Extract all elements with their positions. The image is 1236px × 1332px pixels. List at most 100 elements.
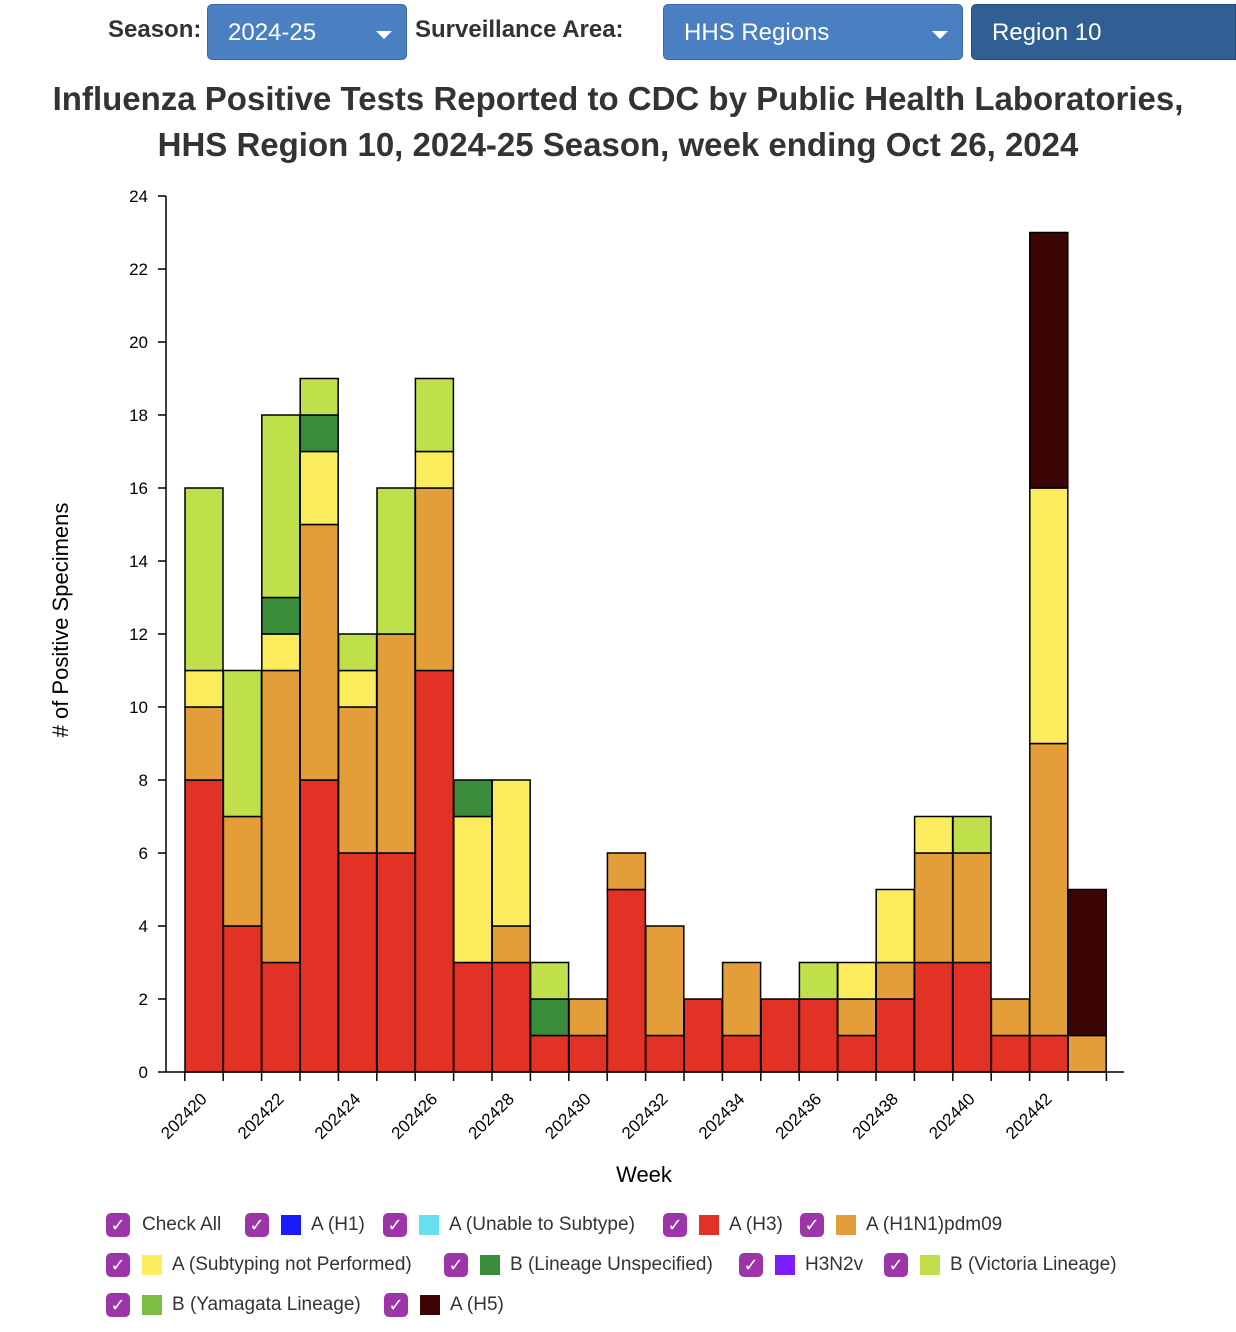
legend-item-a-h5[interactable]: ✓ A (H5) bbox=[384, 1290, 504, 1320]
bar-segment bbox=[529, 1034, 570, 1073]
bar-segment bbox=[491, 961, 531, 1073]
legend-label: A (H1N1)pdm09 bbox=[866, 1214, 1003, 1235]
checkbox-checked-icon[interactable]: ✓ bbox=[884, 1253, 908, 1277]
bar-segment bbox=[837, 1034, 877, 1073]
bar-segment bbox=[414, 377, 455, 453]
legend-label: A (Unable to Subtype) bbox=[449, 1214, 635, 1235]
bar-segment bbox=[453, 815, 493, 964]
bar-segment bbox=[952, 815, 992, 854]
legend-label: Check All bbox=[142, 1214, 222, 1235]
bar-segment bbox=[721, 1034, 762, 1073]
bar-segment bbox=[299, 523, 339, 781]
bar-segment bbox=[491, 779, 531, 927]
bar-segment bbox=[337, 706, 378, 854]
bar-segment bbox=[184, 779, 224, 1073]
bar-segment bbox=[1029, 1034, 1069, 1073]
checkbox-checked-icon[interactable]: ✓ bbox=[663, 1213, 687, 1237]
bar-segment bbox=[376, 487, 416, 635]
y-tick-label: 8 bbox=[139, 771, 148, 790]
checkbox-checked-icon[interactable]: ✓ bbox=[383, 1213, 407, 1237]
bar-segment bbox=[337, 669, 378, 708]
legend-swatch bbox=[775, 1255, 795, 1275]
legend-item-a-unable-to-subtype[interactable]: ✓ A (Unable to Subtype) bbox=[383, 1210, 635, 1240]
bar-segment bbox=[529, 961, 570, 1000]
legend-label: B (Victoria Lineage) bbox=[950, 1254, 1117, 1275]
bar-segment bbox=[261, 961, 301, 1073]
legend-item-a-h3[interactable]: ✓ A (H3) bbox=[663, 1210, 783, 1240]
y-tick-label: 20 bbox=[129, 333, 148, 352]
bar-segment bbox=[414, 669, 455, 1073]
bar-segment bbox=[837, 961, 877, 1000]
bar-segment bbox=[529, 998, 570, 1037]
bar-segment bbox=[261, 669, 301, 964]
legend-item-h3n2v[interactable]: ✓ H3N2v bbox=[739, 1250, 863, 1280]
region-value: Region 10 bbox=[992, 19, 1102, 46]
surveillance-area-dropdown[interactable]: HHS Regions bbox=[663, 4, 963, 60]
legend-item-a-h1[interactable]: ✓ A (H1) bbox=[245, 1210, 365, 1240]
bar-segment bbox=[990, 998, 1031, 1037]
checkbox-checked-icon[interactable]: ✓ bbox=[106, 1293, 130, 1317]
bar-segment bbox=[875, 998, 915, 1073]
season-dropdown[interactable]: 2024-25 bbox=[207, 4, 407, 60]
bar-segment bbox=[568, 998, 608, 1037]
legend-item-a-h1n1pdm09[interactable]: ✓ A (H1N1)pdm09 bbox=[800, 1210, 1002, 1240]
legend-item-b-victoria-lineage[interactable]: ✓ B (Victoria Lineage) bbox=[884, 1250, 1117, 1280]
checkbox-checked-icon[interactable]: ✓ bbox=[444, 1253, 468, 1277]
bar-segment bbox=[184, 669, 224, 708]
bar-segment bbox=[645, 925, 685, 1037]
bar-segment bbox=[222, 669, 263, 818]
checkbox-checked-icon[interactable]: ✓ bbox=[739, 1253, 763, 1277]
bar-segment bbox=[568, 1034, 608, 1073]
legend-swatch bbox=[699, 1215, 719, 1235]
bar-segment bbox=[299, 450, 339, 526]
bar-segment bbox=[299, 377, 339, 416]
bar-segment bbox=[606, 888, 647, 1073]
checkbox-checked-icon[interactable]: ✓ bbox=[245, 1213, 269, 1237]
bar-segment bbox=[645, 1034, 685, 1073]
season-value: 2024-25 bbox=[228, 19, 317, 46]
x-axis-title: Week bbox=[616, 1162, 673, 1187]
bar-segment bbox=[1029, 231, 1069, 489]
x-tick-label: 202428 bbox=[464, 1089, 518, 1143]
legend-swatch bbox=[142, 1295, 162, 1315]
legend-swatch bbox=[920, 1255, 940, 1275]
bar-segment bbox=[299, 779, 339, 1073]
checkbox-checked-icon[interactable]: ✓ bbox=[106, 1253, 130, 1277]
legend-check-all[interactable]: ✓ Check All bbox=[106, 1210, 221, 1240]
y-tick-label: 14 bbox=[129, 552, 148, 571]
bar-segment bbox=[299, 414, 339, 453]
bar-segment bbox=[222, 925, 263, 1073]
region-dropdown[interactable]: Region 10 bbox=[971, 4, 1236, 60]
checkbox-checked-icon[interactable]: ✓ bbox=[800, 1213, 824, 1237]
x-tick-label: 202426 bbox=[388, 1089, 442, 1143]
legend-item-a-subtyping-not-performed[interactable]: ✓ A (Subtyping not Performed) bbox=[106, 1250, 412, 1280]
bar-segment bbox=[606, 852, 647, 891]
legend-label: B (Yamagata Lineage) bbox=[172, 1294, 361, 1315]
y-tick-label: 6 bbox=[139, 844, 148, 863]
x-tick-label: 202424 bbox=[311, 1089, 365, 1143]
bar-segment bbox=[952, 852, 992, 964]
chart-title-line2: HHS Region 10, 2024-25 Season, week endi… bbox=[157, 126, 1079, 163]
bar-segment bbox=[760, 998, 800, 1073]
bar-segment bbox=[453, 779, 493, 818]
bar-segment bbox=[913, 852, 954, 964]
bar-segment bbox=[1029, 487, 1069, 745]
bar-segment bbox=[798, 961, 839, 1000]
bar-segment bbox=[952, 961, 992, 1073]
legend-swatch bbox=[142, 1255, 162, 1275]
x-tick-label: 202422 bbox=[234, 1089, 288, 1143]
x-tick-label: 202438 bbox=[848, 1089, 902, 1143]
bar-segment bbox=[261, 633, 301, 672]
legend-item-b-lineage-unspecified[interactable]: ✓ B (Lineage Unspecified) bbox=[444, 1250, 713, 1280]
legend-item-b-yamagata-lineage[interactable]: ✓ B (Yamagata Lineage) bbox=[106, 1290, 361, 1320]
checkbox-checked-icon[interactable]: ✓ bbox=[106, 1213, 130, 1237]
legend-label: A (H5) bbox=[450, 1294, 504, 1315]
season-label: Season: bbox=[108, 16, 202, 43]
y-tick-label: 12 bbox=[129, 625, 148, 644]
bar-segment bbox=[261, 596, 301, 635]
bar-segment bbox=[721, 961, 762, 1037]
bar-segment bbox=[261, 414, 301, 599]
checkbox-checked-icon[interactable]: ✓ bbox=[384, 1293, 408, 1317]
bar-segment bbox=[990, 1034, 1031, 1073]
chevron-down-icon bbox=[376, 31, 392, 39]
